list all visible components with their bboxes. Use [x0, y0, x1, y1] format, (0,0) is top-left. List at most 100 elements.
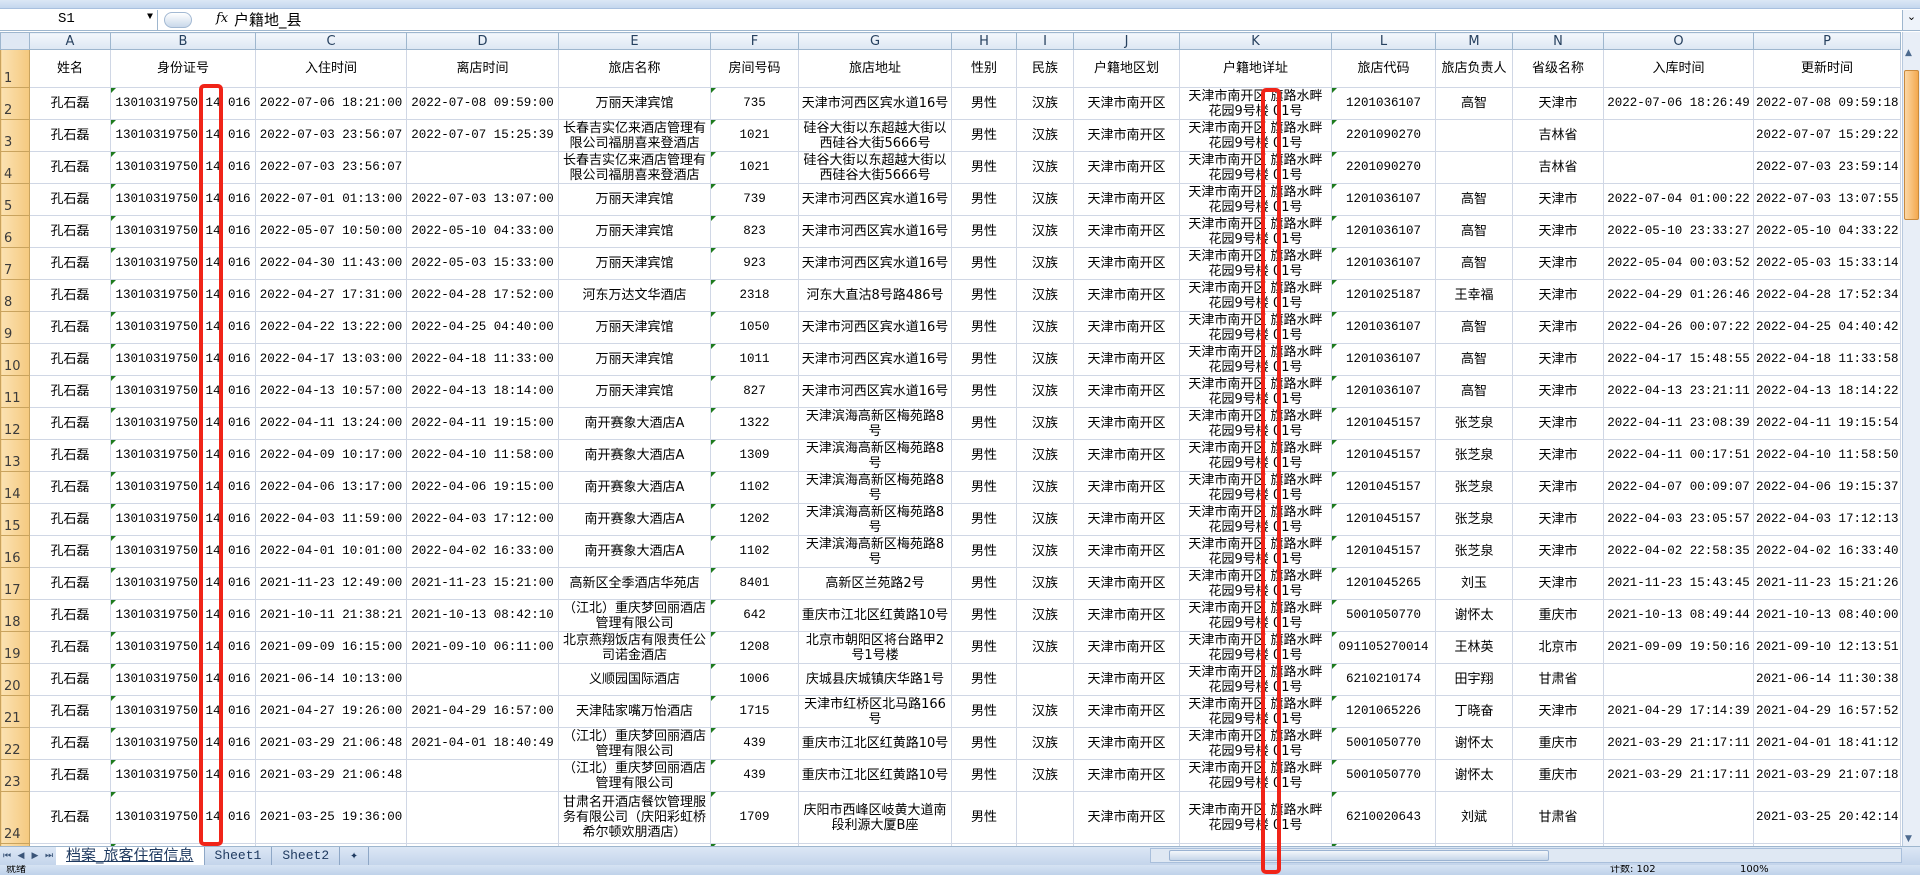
cell-F[interactable]: 1102 — [710, 535, 799, 568]
cell-H[interactable]: 男性 — [951, 663, 1017, 696]
cell-N[interactable]: 甘肃省 — [1512, 663, 1604, 696]
cell-N[interactable]: 天津市 — [1512, 535, 1604, 568]
horizontal-scrollbar[interactable] — [1150, 848, 1902, 863]
cell-C[interactable]: 2022-04-11 13:24:00 — [255, 407, 407, 440]
cell-A[interactable]: 孔石磊 — [29, 151, 111, 184]
cell-P[interactable]: 2021-11-23 15:21:26 — [1753, 567, 1901, 600]
cell-E[interactable]: （江北）重庆梦回丽酒店管理有限公司 — [558, 727, 711, 760]
cell-J[interactable]: 天津市南开区 — [1073, 535, 1180, 568]
cell-L[interactable]: 1201036107 — [1331, 311, 1436, 344]
cell-G[interactable]: 天津市河西区宾水道16号 — [798, 215, 952, 248]
row-header-1[interactable]: 1 — [0, 49, 30, 88]
cell-A[interactable]: 孔石磊 — [29, 791, 111, 844]
cell-B[interactable]: 13010319750 14 016 — [110, 599, 256, 632]
row-header-13[interactable]: 13 — [0, 439, 30, 472]
cell-J[interactable]: 天津市南开区 — [1073, 407, 1180, 440]
cell-E[interactable]: 万丽天津宾馆 — [558, 375, 711, 408]
cell-A[interactable]: 孔石磊 — [29, 503, 111, 536]
cell-I[interactable]: 汉族 — [1016, 375, 1074, 408]
cell-N[interactable]: 天津市 — [1512, 375, 1604, 408]
cell-D[interactable] — [406, 151, 559, 184]
cell-D[interactable]: 2022-04-28 17:52:00 — [406, 279, 559, 312]
cell-G[interactable]: 天津滨海高新区梅苑路8号 — [798, 535, 952, 568]
cell-O[interactable]: 2022-04-17 15:48:55 — [1603, 343, 1754, 376]
cell-F[interactable]: 8401 — [710, 567, 799, 600]
cell-O[interactable]: 2022-04-13 23:21:11 — [1603, 375, 1754, 408]
cell-J[interactable]: 天津市南开区 — [1073, 215, 1180, 248]
cell-I[interactable]: 汉族 — [1016, 471, 1074, 504]
cell-N[interactable]: 天津市 — [1512, 695, 1604, 728]
cell-I[interactable]: 汉族 — [1016, 503, 1074, 536]
cell-F[interactable]: 739 — [710, 183, 799, 216]
cell-L[interactable]: 2201090270 — [1331, 119, 1436, 152]
cell-K[interactable]: 天津市南开区 旗路水畔花园9号楼 01号 — [1179, 279, 1332, 312]
cell-F[interactable]: 1208 — [710, 631, 799, 664]
cell-M[interactable]: 高智 — [1435, 343, 1513, 376]
cell-I[interactable]: 汉族 — [1016, 535, 1074, 568]
cell-H[interactable]: 男性 — [951, 599, 1017, 632]
cell-J[interactable]: 天津市南开区 — [1073, 279, 1180, 312]
cell-I[interactable]: 汉族 — [1016, 119, 1074, 152]
cell-P[interactable]: 2022-04-25 04:40:42 — [1753, 311, 1901, 344]
cell-E[interactable]: 南开赛象大酒店A — [558, 439, 711, 472]
cell-A[interactable]: 孔石磊 — [29, 599, 111, 632]
cell-K[interactable]: 天津市南开区 旗路水畔花园9号楼 01号 — [1179, 759, 1332, 792]
cell-A[interactable]: 孔石磊 — [29, 279, 111, 312]
cell-J[interactable]: 天津市南开区 — [1073, 503, 1180, 536]
column-header-A[interactable]: A — [29, 32, 111, 50]
cell-J[interactable]: 天津市南开区 — [1073, 663, 1180, 696]
cell-A[interactable]: 孔石磊 — [29, 311, 111, 344]
cell-C[interactable]: 2021-10-11 21:38:21 — [255, 599, 407, 632]
cell-D[interactable]: 2022-04-10 11:58:00 — [406, 439, 559, 472]
cell-J[interactable]: 天津市南开区 — [1073, 87, 1180, 120]
cell-G[interactable]: 硅谷大街以东超越大街以西硅谷大街5666号 — [798, 151, 952, 184]
cell-O[interactable]: 2022-04-11 00:17:51 — [1603, 439, 1754, 472]
select-all-corner[interactable] — [0, 32, 30, 50]
cell-M[interactable]: 张芝泉 — [1435, 503, 1513, 536]
cell-L[interactable]: 1201036107 — [1331, 375, 1436, 408]
cell-G[interactable]: 庆城县庆城镇庆华路1号 — [798, 663, 952, 696]
row-header-12[interactable]: 12 — [0, 407, 30, 440]
cell-O[interactable]: 2022-04-11 23:08:39 — [1603, 407, 1754, 440]
cell-N[interactable]: 天津市 — [1512, 215, 1604, 248]
cell-D[interactable]: 2021-04-29 16:57:00 — [406, 695, 559, 728]
column-header-I[interactable]: I — [1016, 32, 1074, 50]
cell-K[interactable]: 天津市南开区 旗路水畔花园9号楼 01号 — [1179, 471, 1332, 504]
cell-B[interactable]: 13010319750 14 016 — [110, 567, 256, 600]
cell-E[interactable]: 义顺园国际酒店 — [558, 663, 711, 696]
cell-B[interactable]: 13010319750 14 016 — [110, 247, 256, 280]
cell-K[interactable]: 天津市南开区 旗路水畔花园9号楼 01号 — [1179, 503, 1332, 536]
cell-A[interactable]: 孔石磊 — [29, 471, 111, 504]
row-header-6[interactable]: 6 — [0, 215, 30, 248]
cell-I[interactable] — [1016, 791, 1074, 844]
cell-M[interactable] — [1435, 119, 1513, 152]
column-header-P[interactable]: P — [1753, 32, 1901, 50]
cell-J[interactable]: 天津市南开区 — [1073, 567, 1180, 600]
cell-E[interactable]: 万丽天津宾馆 — [558, 247, 711, 280]
cell-L[interactable]: 1201036107 — [1331, 183, 1436, 216]
cell-G[interactable]: 重庆市江北区红黄路10号 — [798, 599, 952, 632]
cell-H[interactable]: 男性 — [951, 151, 1017, 184]
cell-P[interactable]: 2021-03-29 21:07:18 — [1753, 759, 1901, 792]
cell-F[interactable]: 439 — [710, 759, 799, 792]
cell-K[interactable]: 天津市南开区 旗路水畔花园9号楼 01号 — [1179, 695, 1332, 728]
cell-P[interactable]: 2021-10-13 08:40:00 — [1753, 599, 1901, 632]
cell-M[interactable]: 王幸福 — [1435, 279, 1513, 312]
cell-H[interactable]: 男性 — [951, 791, 1017, 844]
row-header-9[interactable]: 9 — [0, 311, 30, 344]
cell-F[interactable]: 642 — [710, 599, 799, 632]
cell-B[interactable]: 13010319750 14 016 — [110, 759, 256, 792]
cell-O[interactable]: 2022-04-07 00:09:07 — [1603, 471, 1754, 504]
row-header-4[interactable]: 4 — [0, 151, 30, 184]
cell-L[interactable]: 2201090270 — [1331, 151, 1436, 184]
column-header-D[interactable]: D — [406, 32, 559, 50]
cell-A[interactable]: 孔石磊 — [29, 663, 111, 696]
cell-P[interactable]: 2022-07-08 09:59:18 — [1753, 87, 1901, 120]
sheet-tab-sheet2[interactable]: Sheet2 — [272, 847, 341, 865]
horizontal-scroll-thumb[interactable] — [1169, 850, 1549, 861]
cell-B[interactable]: 13010319750 14 016 — [110, 215, 256, 248]
cell-E[interactable]: 天津陆家嘴万怡酒店 — [558, 695, 711, 728]
cell-G[interactable]: 河东大直沽8号路486号 — [798, 279, 952, 312]
cell-H[interactable]: 男性 — [951, 727, 1017, 760]
cell-I[interactable]: 汉族 — [1016, 87, 1074, 120]
